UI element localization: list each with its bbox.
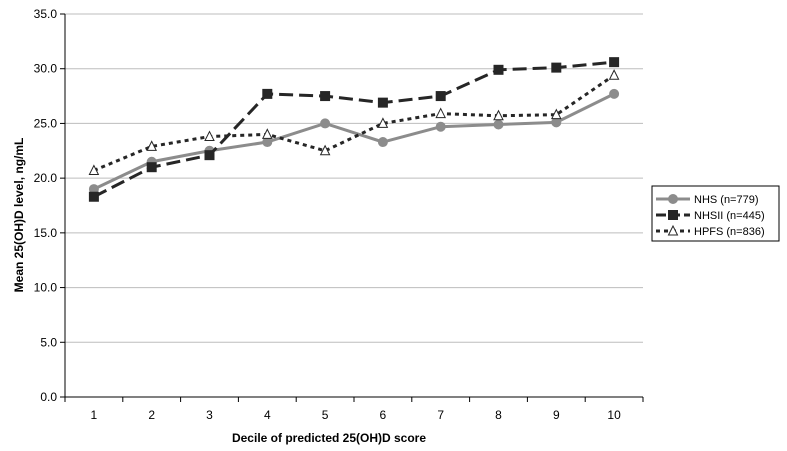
x-tick-label: 3 bbox=[206, 408, 213, 422]
data-point bbox=[262, 137, 273, 148]
y-tick-label: 35.0 bbox=[34, 7, 58, 21]
data-point bbox=[493, 64, 504, 75]
y-tick-label: 5.0 bbox=[40, 335, 57, 349]
data-point bbox=[550, 108, 562, 120]
data-point bbox=[608, 69, 620, 80]
y-tick-label: 10.0 bbox=[34, 281, 58, 295]
data-point bbox=[204, 150, 215, 161]
x-tick-label: 7 bbox=[437, 408, 444, 422]
data-point bbox=[88, 191, 99, 202]
y-axis-label: Mean 25(OH)D level, ng/mL bbox=[12, 138, 26, 293]
series-line bbox=[93, 92, 615, 191]
data-point bbox=[435, 91, 446, 102]
data-point bbox=[377, 137, 388, 148]
legend-label: NHS (n=779) bbox=[694, 194, 759, 206]
legend-marker bbox=[668, 194, 678, 204]
y-tick-label: 25.0 bbox=[34, 116, 58, 130]
series-line bbox=[93, 60, 615, 199]
data-point bbox=[262, 88, 273, 99]
x-tick-label: 6 bbox=[380, 408, 387, 422]
y-tick-label: 30.0 bbox=[34, 62, 58, 76]
data-point bbox=[204, 130, 215, 142]
x-tick-label: 10 bbox=[607, 408, 621, 422]
series-3 bbox=[88, 69, 620, 175]
x-tick-label: 1 bbox=[91, 408, 98, 422]
y-tick-label: 15.0 bbox=[34, 226, 58, 240]
data-point bbox=[551, 62, 562, 73]
data-point bbox=[493, 119, 504, 130]
data-point bbox=[435, 107, 447, 119]
legend-marker bbox=[667, 224, 679, 236]
x-tick-label: 2 bbox=[148, 408, 155, 422]
data-point bbox=[493, 109, 504, 121]
gridlines bbox=[65, 13, 643, 398]
data-point bbox=[88, 164, 100, 175]
data-point bbox=[319, 144, 331, 156]
data-point bbox=[551, 117, 562, 128]
x-tick-label: 8 bbox=[495, 408, 502, 422]
y-tick-label: 20.0 bbox=[34, 171, 58, 185]
legend-marker bbox=[668, 210, 678, 220]
series-group bbox=[88, 57, 620, 202]
data-point bbox=[261, 128, 273, 139]
data-point bbox=[609, 88, 620, 99]
x-axis-ticks: 1 2 3 4 5 6 7 8 9 10 bbox=[64, 397, 644, 422]
series-2 bbox=[88, 57, 620, 202]
data-point bbox=[320, 91, 331, 102]
legend: NHS (n=779) NHSII (n=445) HPFS (n=836) bbox=[651, 185, 780, 242]
data-point bbox=[320, 118, 331, 129]
data-point bbox=[146, 140, 158, 151]
y-axis-ticks: 0.0 5.0 10.0 15.0 20.0 25.0 30.0 35.0 bbox=[34, 7, 65, 404]
legend-label: HPFS (n=836) bbox=[694, 226, 765, 238]
data-point bbox=[377, 117, 389, 128]
x-tick-label: 9 bbox=[553, 408, 560, 422]
data-point bbox=[435, 121, 446, 132]
series-line bbox=[93, 74, 615, 172]
x-tick-label: 4 bbox=[264, 408, 271, 422]
data-point bbox=[377, 97, 388, 108]
data-point bbox=[609, 57, 620, 68]
data-point bbox=[146, 162, 157, 173]
x-tick-label: 5 bbox=[322, 408, 329, 422]
y-tick-label: 0.0 bbox=[40, 390, 57, 404]
x-axis-label: Decile of predicted 25(OH)D score bbox=[232, 431, 426, 445]
legend-label: NHSII (n=445) bbox=[694, 210, 765, 222]
